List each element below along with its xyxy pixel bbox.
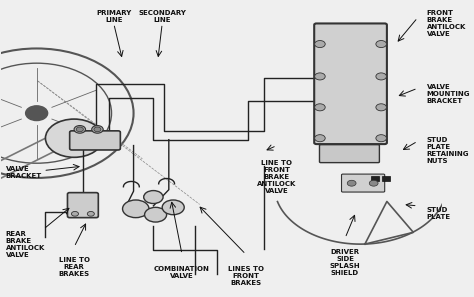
Text: VALVE
MOUNTING
BRACKET: VALVE MOUNTING BRACKET bbox=[427, 84, 470, 104]
FancyBboxPatch shape bbox=[314, 23, 387, 144]
Circle shape bbox=[376, 40, 386, 48]
Text: PRIMARY
LINE: PRIMARY LINE bbox=[96, 10, 131, 23]
Bar bbox=[372, 176, 379, 181]
Circle shape bbox=[315, 135, 325, 142]
Circle shape bbox=[144, 191, 163, 203]
Circle shape bbox=[74, 126, 85, 133]
FancyBboxPatch shape bbox=[70, 131, 120, 150]
Circle shape bbox=[145, 207, 166, 222]
Text: COMBINATION
VALVE: COMBINATION VALVE bbox=[154, 266, 210, 279]
Circle shape bbox=[376, 104, 386, 111]
Text: LINE TO
FRONT
BRAKE
ANTILOCK
VALVE: LINE TO FRONT BRAKE ANTILOCK VALVE bbox=[257, 160, 296, 194]
Circle shape bbox=[91, 126, 103, 133]
Text: DRIVER
SIDE
SPLASH
SHIELD: DRIVER SIDE SPLASH SHIELD bbox=[330, 249, 360, 276]
Bar bbox=[383, 176, 391, 181]
Circle shape bbox=[162, 200, 184, 215]
Circle shape bbox=[315, 73, 325, 80]
Text: LINES TO
FRONT
BRAKES: LINES TO FRONT BRAKES bbox=[228, 266, 264, 286]
Circle shape bbox=[369, 180, 378, 186]
Circle shape bbox=[87, 211, 94, 216]
Text: STUD
PLATE: STUD PLATE bbox=[427, 207, 451, 220]
FancyBboxPatch shape bbox=[341, 174, 385, 192]
Circle shape bbox=[72, 211, 79, 216]
Circle shape bbox=[347, 180, 356, 186]
Text: STUD
PLATE
RETAINING
NUTS: STUD PLATE RETAINING NUTS bbox=[427, 137, 469, 164]
Circle shape bbox=[26, 106, 48, 121]
Text: LINE TO
REAR
BRAKES: LINE TO REAR BRAKES bbox=[58, 257, 90, 277]
Text: FRONT
BRAKE
ANTILOCK
VALVE: FRONT BRAKE ANTILOCK VALVE bbox=[427, 10, 466, 37]
Circle shape bbox=[123, 200, 149, 218]
Circle shape bbox=[315, 40, 325, 48]
Text: REAR
BRAKE
ANTILOCK
VALVE: REAR BRAKE ANTILOCK VALVE bbox=[6, 231, 45, 258]
FancyBboxPatch shape bbox=[319, 145, 379, 163]
FancyBboxPatch shape bbox=[67, 193, 98, 218]
Circle shape bbox=[315, 104, 325, 111]
Circle shape bbox=[94, 127, 101, 132]
Circle shape bbox=[376, 73, 386, 80]
Circle shape bbox=[46, 119, 103, 157]
Circle shape bbox=[376, 135, 386, 142]
Text: SECONDARY
LINE: SECONDARY LINE bbox=[138, 10, 186, 23]
Circle shape bbox=[76, 127, 83, 132]
Text: VALVE
BRACKET: VALVE BRACKET bbox=[6, 166, 42, 179]
